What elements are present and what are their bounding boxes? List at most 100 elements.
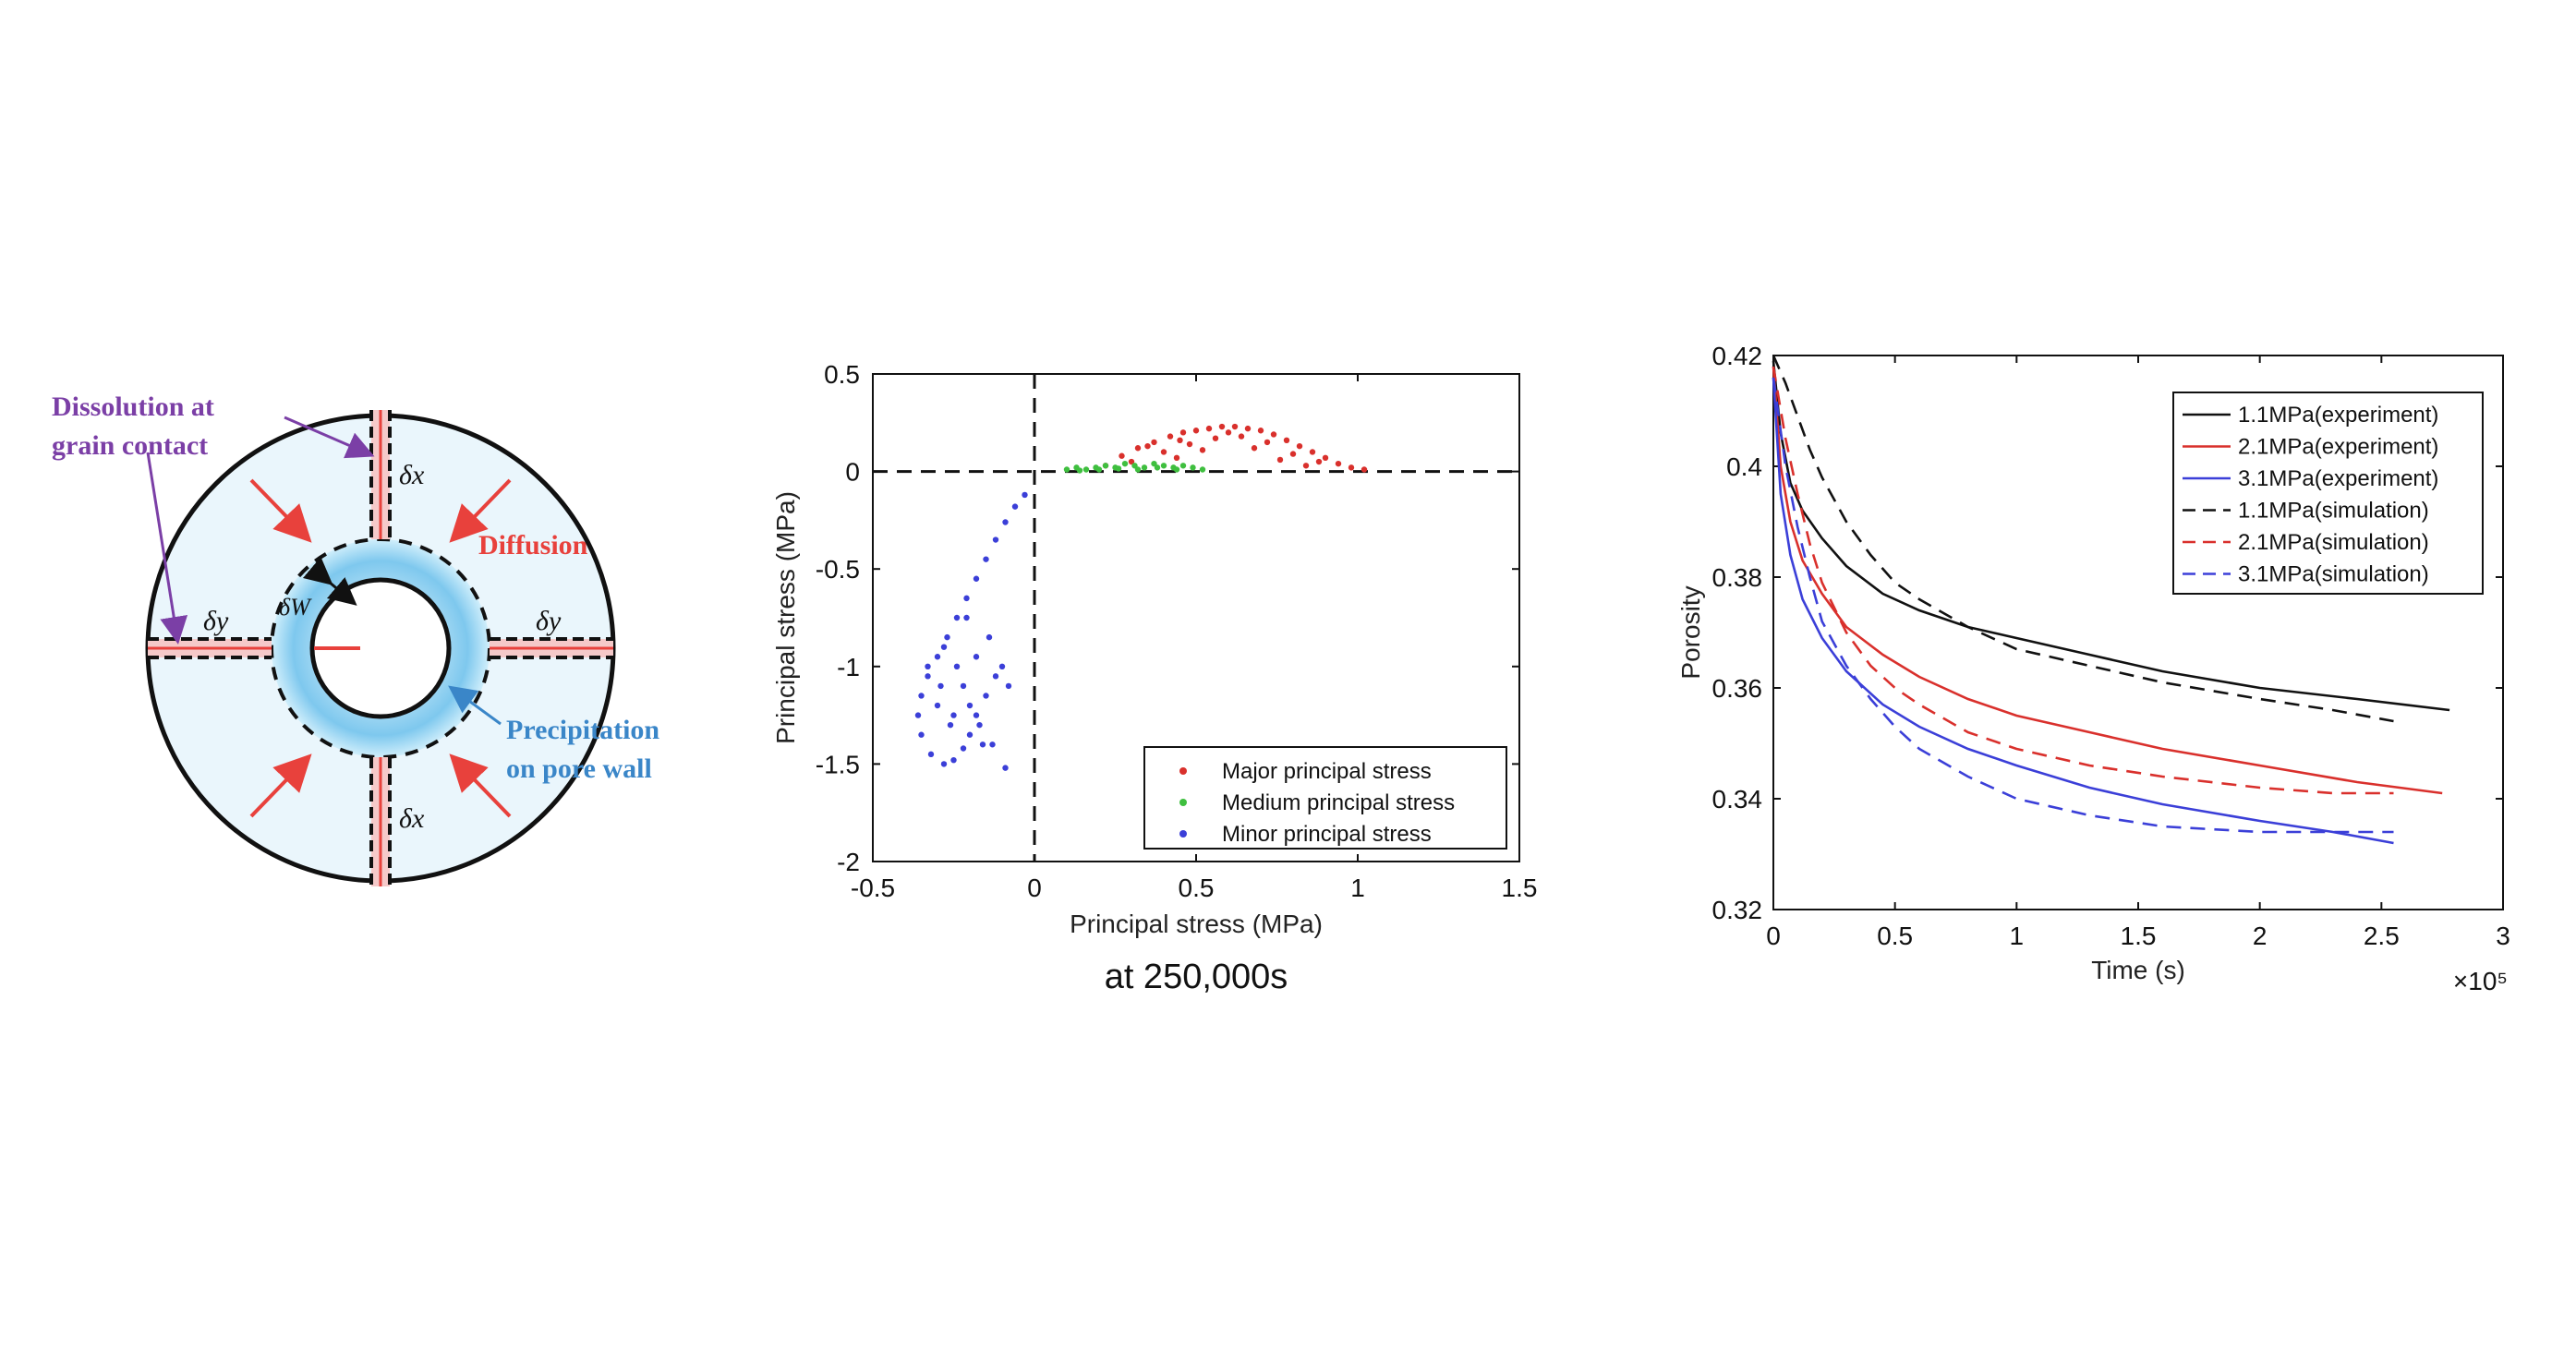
x-multiplier-label: ×10⁵ <box>2453 967 2508 995</box>
scatter-legend-marker <box>1179 767 1187 775</box>
scatter-ytick-label: -0.5 <box>816 555 860 584</box>
scatter-point-series-0 <box>1264 439 1271 446</box>
line-legend-label: 2.1MPa(experiment) <box>2238 435 2438 460</box>
scatter-point-series-1 <box>1095 466 1103 473</box>
scatter-point-series-0 <box>1144 442 1151 450</box>
scatter-point-series-0 <box>1238 433 1245 440</box>
scatter-point-series-2 <box>925 663 931 669</box>
diffusion-arrows <box>249 478 512 818</box>
line-xtick-label: 3 <box>2496 922 2510 950</box>
line-xtick-label: 2 <box>2253 922 2268 950</box>
scatter-point-series-1 <box>1151 460 1157 467</box>
scatter-point-series-0 <box>1119 452 1125 459</box>
scatter-point-series-0 <box>1270 431 1277 438</box>
scatter-point-series-0 <box>1218 423 1226 430</box>
scatter-point-series-2 <box>918 693 925 699</box>
scatter-point-series-1 <box>1190 464 1196 471</box>
line-ytick-label: 0.36 <box>1712 674 1763 703</box>
scatter-caption: at 250,000s <box>1105 958 1288 996</box>
scatter-point-series-0 <box>1128 458 1135 465</box>
scatter-point-series-1 <box>1134 466 1142 473</box>
scatter-point-series-1 <box>1179 463 1187 469</box>
scatter-legend-marker <box>1179 830 1187 838</box>
line-ytick-label: 0.42 <box>1712 342 1763 370</box>
scatter-ytick-label: 0 <box>845 458 860 487</box>
scatter-point-series-0 <box>1348 464 1355 471</box>
dw-arrow <box>302 557 357 606</box>
scatter-point-series-0 <box>1167 433 1174 440</box>
scatter-point-series-0 <box>1160 449 1167 455</box>
scatter-legend-marker <box>1179 799 1187 806</box>
scatter-point-series-0 <box>1231 423 1239 430</box>
scatter-point-series-0 <box>1179 429 1187 436</box>
line-xtick-label: 0 <box>1766 922 1781 950</box>
contact-strip-top <box>369 410 392 539</box>
line-legend-box <box>2172 392 2484 595</box>
scatter-point-series-2 <box>918 731 925 738</box>
scatter-point-series-2 <box>944 633 950 641</box>
line-xtick-label: 2.5 <box>2364 922 2400 950</box>
scatter-point-series-0 <box>1173 454 1180 462</box>
line-legend-label: 2.1MPa(simulation) <box>2238 530 2429 555</box>
dy-right-label: δy <box>536 606 562 636</box>
scatter-point-series-1 <box>1115 465 1122 472</box>
scatter-point-series-1 <box>1141 464 1148 471</box>
contact-strip-right <box>490 637 613 659</box>
line-ytick-label: 0.32 <box>1712 896 1763 924</box>
dissolution-pointer-top <box>284 416 375 459</box>
scatter-point-series-2 <box>934 702 941 709</box>
scatter-point-series-0 <box>1134 445 1142 452</box>
scatter-point-series-1 <box>1082 466 1090 473</box>
line-legend-label: 3.1MPa(simulation) <box>2238 562 2429 587</box>
scatter-legend-label: Major principal stress <box>1222 759 1432 784</box>
scatter-point-series-2 <box>947 721 954 729</box>
scatter-point-series-2 <box>973 654 980 660</box>
scatter-point-series-2 <box>989 741 996 748</box>
scatter-xtick-label: 0 <box>1027 874 1042 902</box>
diffusion-label: Diffusion <box>478 530 588 560</box>
contact-strip-left <box>148 637 272 659</box>
scatter-point-series-2 <box>1005 682 1012 690</box>
dy-left-label: δy <box>203 606 229 636</box>
scatter-point-series-0 <box>1315 458 1323 465</box>
scatter-point-series-2 <box>940 644 948 650</box>
scatter-point-series-2 <box>960 745 967 752</box>
dw-label: δW <box>279 594 312 621</box>
scatter-legend-box <box>1143 746 1507 850</box>
scatter-point-series-1 <box>1160 463 1167 469</box>
scatter-point-series-2 <box>940 761 948 767</box>
scatter-point-series-2 <box>937 682 944 690</box>
scatter-point-series-0 <box>1296 442 1303 450</box>
line-legend-label: 1.1MPa(experiment) <box>2238 403 2438 428</box>
scatter-point-series-0 <box>1212 435 1219 441</box>
precipitation-label-line1: Precipitation <box>506 715 659 745</box>
scatter-point-series-2 <box>983 693 989 699</box>
scatter-point-series-2 <box>963 595 970 602</box>
line-ylabel: Porosity <box>1676 585 1705 679</box>
scatter-point-series-0 <box>1205 425 1213 432</box>
scatter-legend-label: Medium principal stress <box>1222 790 1455 815</box>
line-series-2 <box>1772 377 2394 845</box>
scatter-point-series-2 <box>973 712 980 718</box>
scatter-point-series-2 <box>1002 765 1009 771</box>
scatter-point-series-2 <box>960 682 967 690</box>
porosity-line-chart: 0 0.5 1 1.5 2 2.5 3 0.42 0.4 0.38 0.36 0.34 0.32 1.1… <box>1676 342 2510 995</box>
scatter-point-series-1 <box>1063 466 1070 473</box>
scatter-point-series-0 <box>1276 456 1284 464</box>
principal-stress-scatter: -0.5 0 0.5 1 1.5 0.5 0 -0.5 -1 -1.5 -2 Major princ… <box>771 360 1537 996</box>
scatter-xtick-label: 0.5 <box>1179 874 1215 902</box>
grain-contact-diagram: Dissolution at grain contact Diffusion P… <box>52 392 659 886</box>
scatter-point-series-2 <box>986 633 993 641</box>
scatter-legend-label: Minor principal stress <box>1222 822 1432 847</box>
scatter-point-series-0 <box>1151 439 1157 446</box>
line-ytick-label: 0.4 <box>1726 452 1762 481</box>
scatter-point-series-0 <box>1251 445 1258 452</box>
scatter-point-series-2 <box>953 614 961 621</box>
scatter-point-series-2 <box>976 721 983 729</box>
scatter-point-series-2 <box>925 673 931 680</box>
scatter-point-series-2 <box>927 751 935 758</box>
scatter-xlabel: Principal stress (MPa) <box>1070 910 1323 938</box>
scatter-point-series-1 <box>1131 463 1138 469</box>
pore <box>309 577 452 719</box>
precipitation-label-line2: on pore wall <box>506 753 652 784</box>
